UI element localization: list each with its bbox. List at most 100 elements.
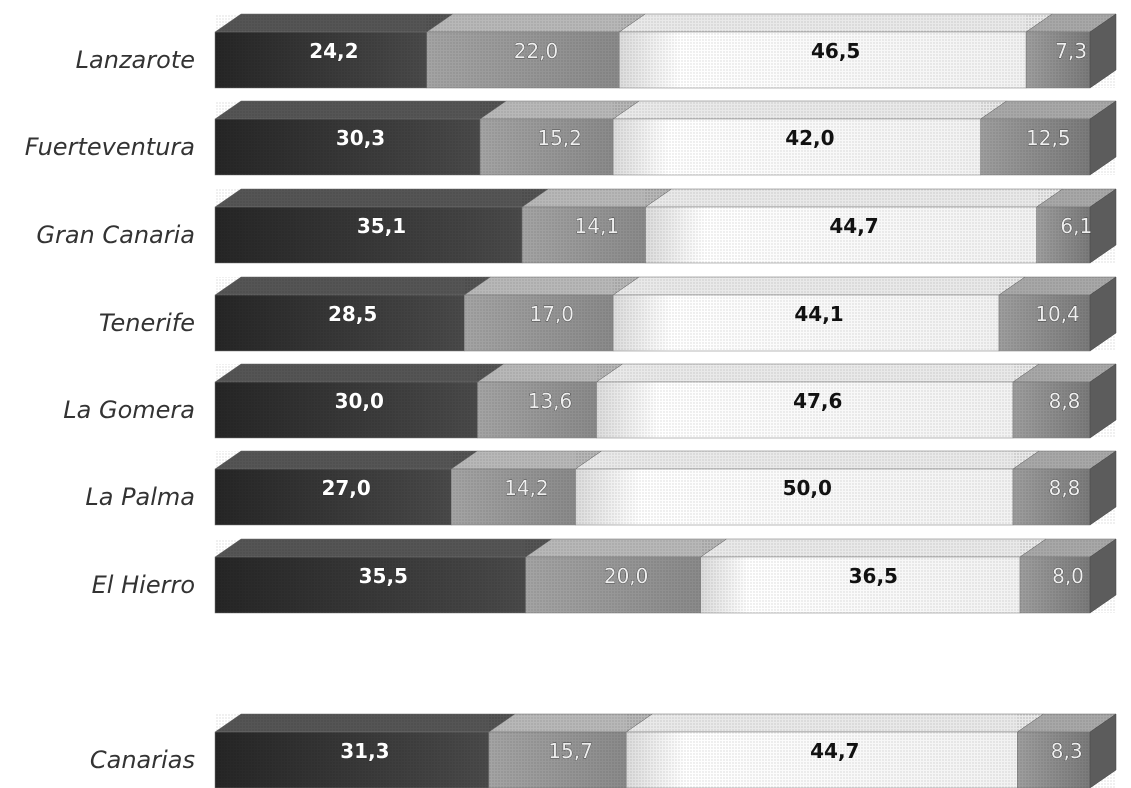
value-label: 50,0 xyxy=(783,476,832,500)
bar-segment-texture xyxy=(596,364,1039,438)
bar-segment xyxy=(699,538,1047,614)
bar-segment-texture xyxy=(215,189,549,263)
value-label: 24,2 xyxy=(309,39,358,63)
value-label: 35,5 xyxy=(359,564,408,588)
bar-segment xyxy=(625,713,1045,788)
bar-row-tenerife xyxy=(214,276,1117,352)
bar-segment xyxy=(1025,13,1117,89)
bar-segment xyxy=(595,363,1040,439)
value-label: 27,0 xyxy=(321,476,370,500)
value-label: 20,0 xyxy=(604,564,649,588)
bar-side-face xyxy=(1089,538,1117,614)
bar-segment-texture xyxy=(215,714,515,788)
bar-segment-texture xyxy=(215,14,453,88)
value-label: 28,5 xyxy=(328,302,377,326)
bar-side-face xyxy=(1089,363,1117,439)
value-label: 12,5 xyxy=(1026,126,1071,150)
bar-segment-texture xyxy=(426,14,646,88)
value-label: 17,0 xyxy=(529,302,574,326)
value-label: 8,8 xyxy=(1049,389,1081,413)
bar-segment xyxy=(1035,188,1117,264)
bar-segment-texture xyxy=(464,277,640,351)
bar-segment-texture xyxy=(215,539,552,613)
bar-segment-texture xyxy=(488,714,653,788)
value-label: 14,1 xyxy=(575,214,620,238)
bar-segment-texture xyxy=(626,714,1044,788)
bar-side-face xyxy=(1089,188,1117,264)
bar-side-face xyxy=(1089,100,1117,176)
value-label: 46,5 xyxy=(811,39,860,63)
bar-segment-texture xyxy=(613,277,1025,351)
value-label: 8,0 xyxy=(1052,564,1084,588)
bar-segment xyxy=(1012,363,1117,439)
bar-row-fuerteventura xyxy=(214,100,1117,176)
value-label: 6,1 xyxy=(1060,214,1092,238)
value-label: 15,2 xyxy=(537,126,582,150)
value-label: 44,7 xyxy=(810,739,859,763)
value-label: 35,1 xyxy=(357,214,406,238)
category-label-tenerife: Tenerife xyxy=(99,309,195,337)
value-label: 15,7 xyxy=(548,739,593,763)
value-label: 10,4 xyxy=(1035,302,1080,326)
bar-segment-texture xyxy=(700,539,1046,613)
category-label-canarias: Canarias xyxy=(90,746,195,774)
category-label-la-palma: La Palma xyxy=(85,483,195,511)
bar-segment-texture xyxy=(575,451,1039,525)
bar-row-el-hierro xyxy=(214,538,1117,614)
bar-segment-texture xyxy=(645,189,1063,263)
bar-side-face xyxy=(1089,13,1117,89)
category-label-fuerteventura: Fuerteventura xyxy=(25,133,195,161)
bar-segment xyxy=(644,188,1064,264)
bar-segment xyxy=(214,100,507,176)
value-label: 44,1 xyxy=(794,302,843,326)
bar-segment xyxy=(214,363,505,439)
bar-segment xyxy=(463,276,640,352)
bar-segment-texture xyxy=(613,101,1007,175)
bar-row-gran-canaria xyxy=(214,188,1117,264)
value-label: 36,5 xyxy=(849,564,898,588)
bar-segment xyxy=(1016,713,1117,788)
bar-segment xyxy=(618,13,1053,89)
bar-row-la-palma xyxy=(214,450,1117,526)
category-label-gran-canaria: Gran Canaria xyxy=(36,221,195,249)
value-label: 30,3 xyxy=(336,126,385,150)
bar-side-face xyxy=(1089,713,1117,788)
bar-segment xyxy=(998,276,1117,352)
value-label: 14,2 xyxy=(504,476,549,500)
bar-segment xyxy=(214,276,492,352)
bar-segment xyxy=(479,100,640,176)
bar-segment xyxy=(425,13,647,89)
bar-row-canarias xyxy=(214,713,1117,788)
bar-segment xyxy=(214,713,516,788)
value-labels: 24,2 22,0 46,5 7,3 30,3 15,2 42,0 12,5 35,1 14,1 4… xyxy=(309,39,1093,764)
value-label: 8,8 xyxy=(1049,476,1081,500)
value-label: 31,3 xyxy=(340,739,389,763)
value-label: 22,0 xyxy=(514,39,559,63)
bar-segment xyxy=(612,100,1008,176)
category-label-la-gomera: La Gomera xyxy=(63,396,195,424)
bar-row-lanzarote xyxy=(214,13,1117,89)
value-label: 42,0 xyxy=(785,126,834,150)
bar-segment xyxy=(574,450,1040,526)
bar-segment xyxy=(1019,538,1117,614)
bar-segment-texture xyxy=(215,101,507,175)
bar-segment-texture xyxy=(215,451,478,525)
value-label: 30,0 xyxy=(335,389,384,413)
value-label: 47,6 xyxy=(793,389,842,413)
bar-segment-texture xyxy=(215,364,504,438)
bar-segment xyxy=(214,13,454,89)
category-label-el-hierro: El Hierro xyxy=(92,571,195,599)
category-label-lanzarote: Lanzarote xyxy=(76,46,195,74)
bar-side-face xyxy=(1089,450,1117,526)
bar-segment-texture xyxy=(480,101,640,175)
value-label: 44,7 xyxy=(829,214,878,238)
bar-row-la-gomera xyxy=(214,363,1117,439)
value-label: 13,6 xyxy=(528,389,573,413)
bar-segment xyxy=(214,188,549,264)
value-label: 7,3 xyxy=(1055,39,1087,63)
bar-segment xyxy=(979,100,1117,176)
bar-side-face xyxy=(1089,276,1117,352)
bar-segment xyxy=(612,276,1026,352)
bar-segment-texture xyxy=(215,277,491,351)
